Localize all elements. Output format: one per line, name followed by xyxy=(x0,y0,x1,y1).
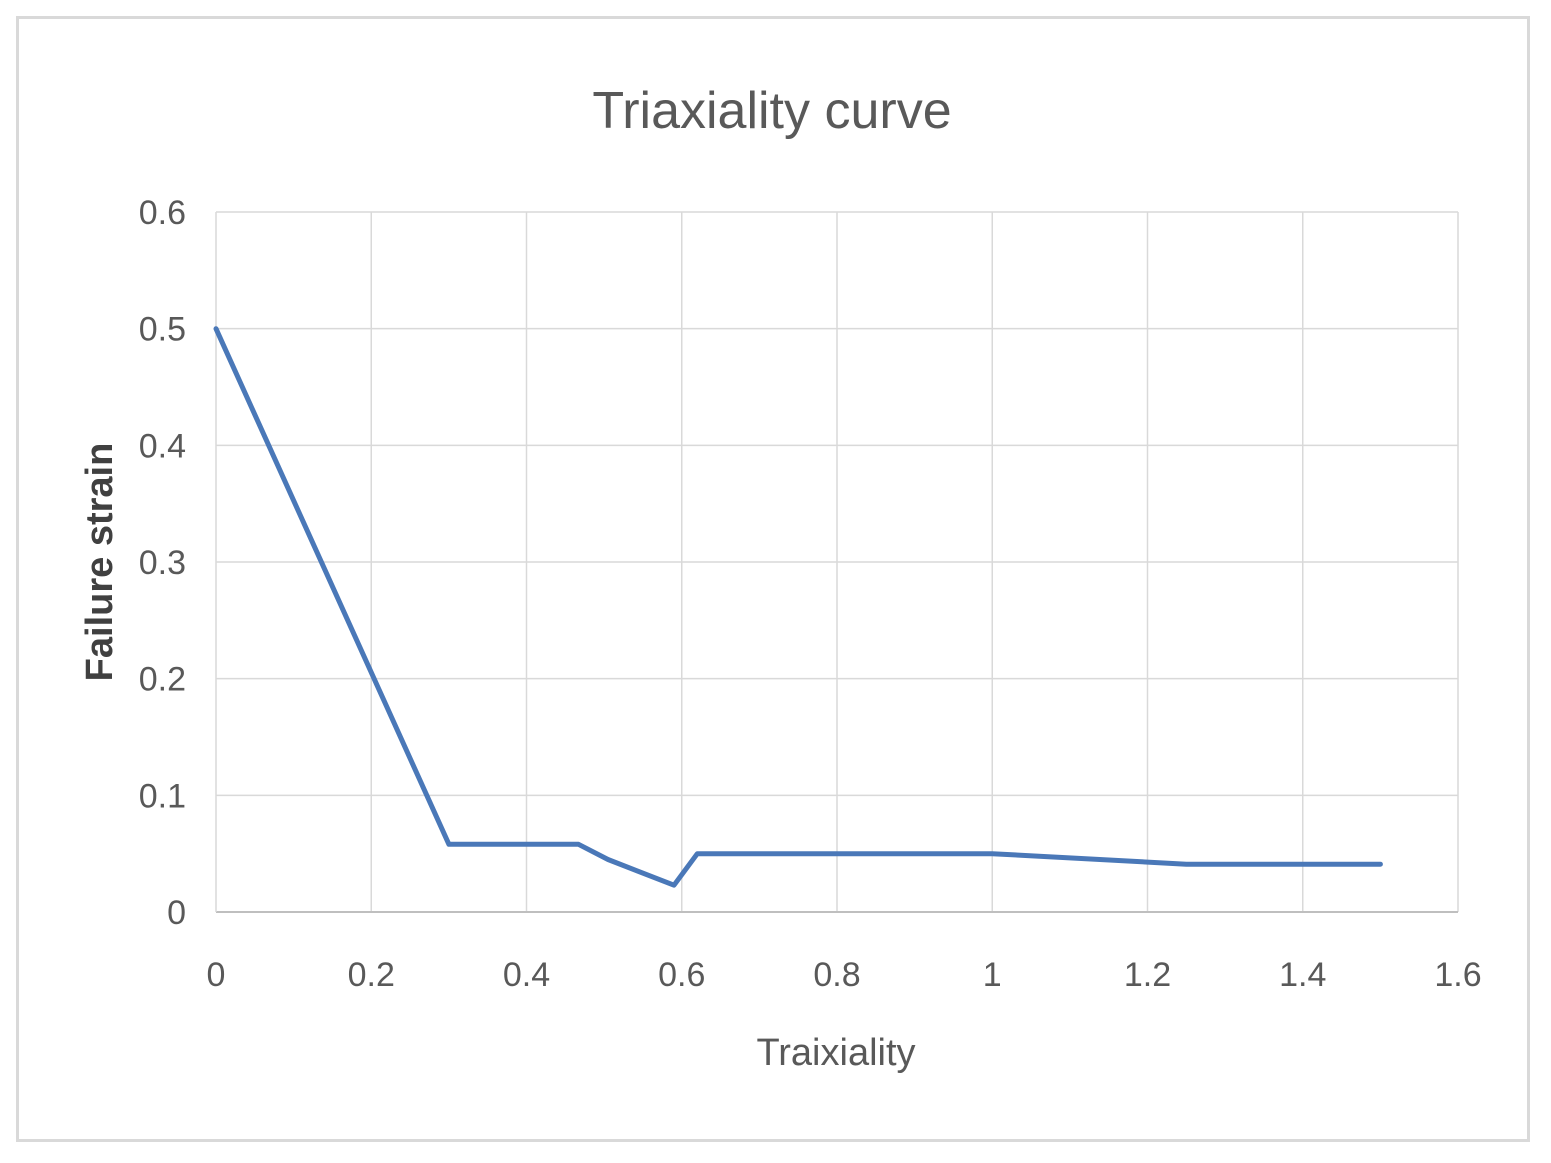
x-tick-label: 1 xyxy=(983,956,1002,994)
x-tick-label: 0.2 xyxy=(348,956,395,994)
series-line xyxy=(213,326,1383,888)
y-tick-label: 0.5 xyxy=(139,311,186,349)
y-tick-label: 0.3 xyxy=(139,544,186,582)
x-tick-label: 1.2 xyxy=(1124,956,1171,994)
series-layer xyxy=(213,326,1383,888)
x-tick-label: 0.4 xyxy=(503,956,550,994)
tick-labels: 0 0.2 0.4 0.6 0.8 1 1.2 1.4 1.6 0 0.1 0.2 0.3 0.4 0.5 0… xyxy=(139,194,1482,994)
y-tick-label: 0.1 xyxy=(139,777,186,815)
x-axis-label: Traixiality xyxy=(756,1032,915,1074)
y-tick-label: 0.4 xyxy=(139,427,186,465)
y-tick-label: 0.2 xyxy=(139,661,186,699)
y-tick-label: 0 xyxy=(167,894,186,932)
chart-frame xyxy=(16,16,1530,1142)
x-tick-label: 1.4 xyxy=(1279,956,1326,994)
x-tick-label: 1.6 xyxy=(1434,956,1481,994)
x-tick-label: 0 xyxy=(207,956,226,994)
x-tick-label: 0.8 xyxy=(813,956,860,994)
x-tick-label: 0.6 xyxy=(658,956,705,994)
chart-title: Triaxiality curve xyxy=(592,82,951,140)
gridlines xyxy=(216,211,1459,912)
y-axis-label: Failure strain xyxy=(79,443,121,682)
y-tick-label: 0.6 xyxy=(139,194,186,232)
